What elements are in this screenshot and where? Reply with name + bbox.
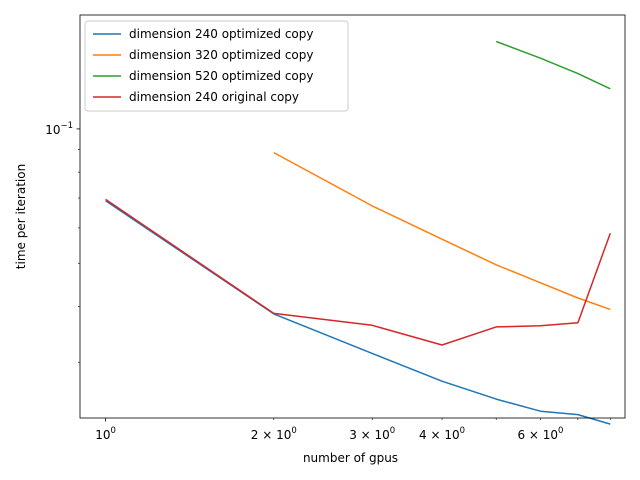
legend-label-1: dimension 240 optimized copy <box>129 27 314 41</box>
series-line-4 <box>105 198 612 346</box>
plot-area <box>79 14 626 425</box>
y-axis-label: time per iteration <box>14 164 28 269</box>
series-line-2 <box>273 151 611 311</box>
x-tick-label: 100 <box>95 426 116 442</box>
series-line-1 <box>105 200 611 425</box>
legend-box <box>84 20 349 112</box>
legend-label-2: dimension 320 optimized copy <box>129 48 314 62</box>
y-axis-ticks: 10−1 <box>45 121 80 363</box>
x-axis-ticks: 100 2 × 100 3 × 100 4 × 100 6 × 100 <box>95 418 611 442</box>
axes-frame <box>79 14 626 419</box>
y-tick-label: 10−1 <box>45 121 73 137</box>
x-tick-label: 3 × 100 <box>349 426 395 442</box>
legend: dimension 240 optimized copy dimension 32… <box>84 20 349 112</box>
legend-label-3: dimension 520 optimized copy <box>129 69 314 83</box>
x-axis-label: number of gpus <box>303 451 398 465</box>
series-line-3 <box>495 40 611 90</box>
legend-label-4: dimension 240 original copy <box>129 90 299 104</box>
x-tick-label: 2 × 100 <box>251 426 297 442</box>
x-tick-label: 4 × 100 <box>419 426 465 442</box>
x-tick-label: 6 × 100 <box>517 426 563 442</box>
